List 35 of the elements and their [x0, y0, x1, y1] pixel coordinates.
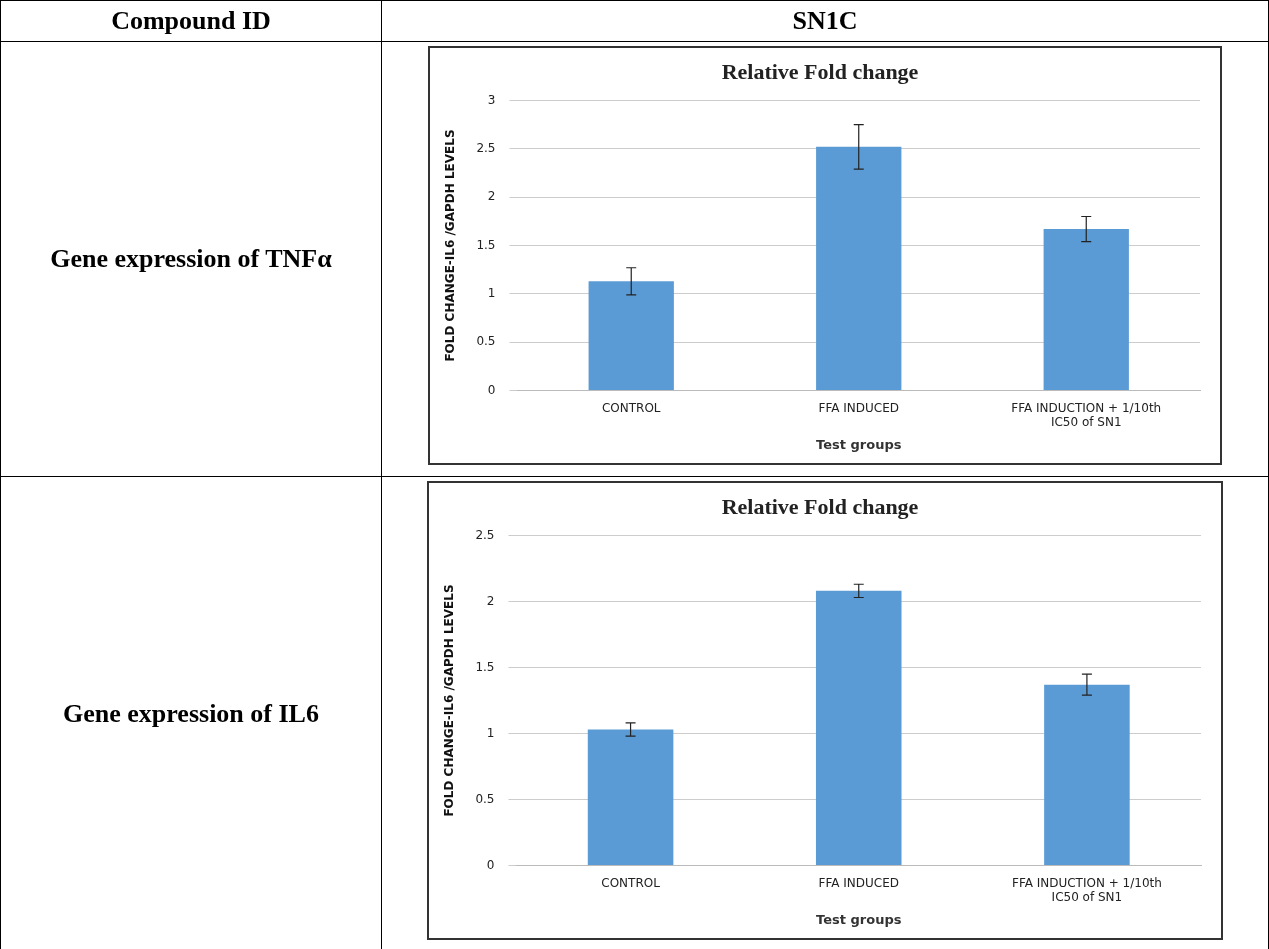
y-tick-label: 2.5: [476, 140, 496, 155]
bar: [588, 281, 674, 391]
text: SN1C: [381, 0, 1269, 42]
x-tick-label: FFA INDUCTION + 1/10th IC50 of SN1: [1011, 875, 1162, 905]
y-tick-label: 2: [487, 189, 496, 204]
y-tick-label: 0: [487, 382, 496, 397]
y-tick-label: 0.5: [475, 791, 495, 806]
y-tick-label: 3: [487, 92, 496, 107]
bar: [1044, 684, 1130, 866]
x-tick-label: FFA INDUCED: [818, 400, 899, 415]
x-tick-label: CONTROL: [601, 400, 661, 415]
x-tick-label: CONTROL: [601, 875, 661, 890]
text: Compound ID: [0, 0, 382, 42]
y-tick-label: 2: [486, 593, 495, 608]
bar: [815, 590, 902, 866]
y-tick-label: 0: [486, 857, 495, 872]
x-axis-title: Test groups: [816, 436, 902, 452]
x-axis-title: Test groups: [816, 911, 902, 927]
chart-title: Relative Fold change: [721, 58, 919, 84]
y-tick-label: 1.5: [475, 659, 495, 674]
chart-title: Relative Fold change: [721, 493, 919, 519]
y-axis-title: FOLD CHANGE-IL6 /GAPDH LEVELS: [443, 129, 458, 362]
y-axis-title: FOLD CHANGE-IL6 /GAPDH LEVELS: [442, 584, 457, 817]
y-tick-label: 1.5: [476, 237, 496, 252]
y-tick-label: 1: [487, 285, 496, 300]
bar: [1043, 229, 1129, 391]
y-tick-label: 2.5: [475, 527, 495, 542]
text: Gene expression of IL6: [0, 476, 382, 949]
text: Gene expression of TNFα: [0, 41, 382, 477]
bar: [816, 146, 902, 391]
bar: [587, 729, 674, 866]
y-tick-label: 1: [486, 725, 495, 740]
y-tick-label: 0.5: [476, 334, 496, 349]
x-tick-label: FFA INDUCTION + 1/10th IC50 of SN1: [1011, 400, 1162, 430]
x-tick-label: FFA INDUCED: [818, 875, 899, 890]
